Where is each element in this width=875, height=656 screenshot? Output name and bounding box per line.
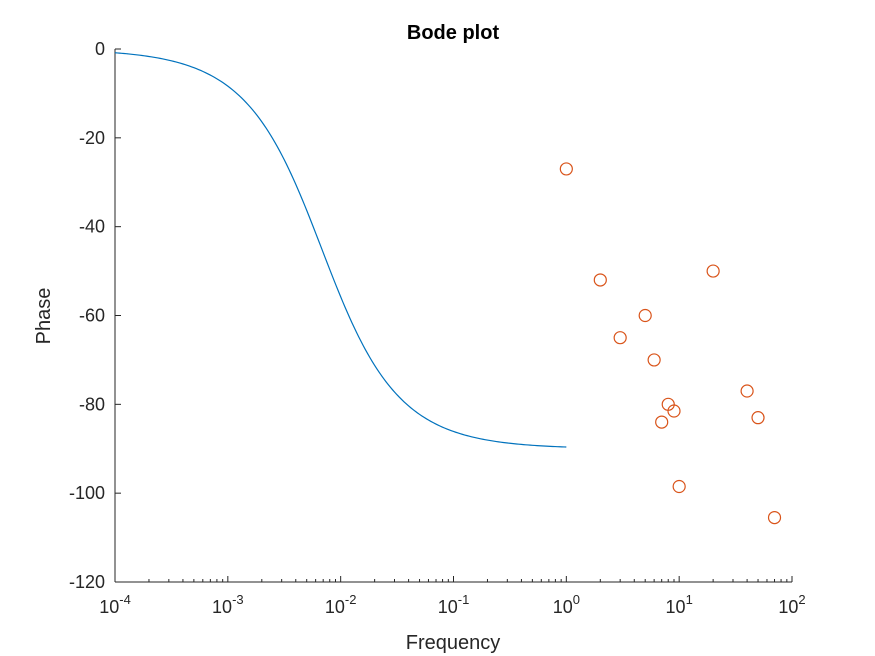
scatter-point bbox=[655, 415, 669, 429]
scatter-point bbox=[613, 331, 627, 345]
x-tick-label: 101 bbox=[666, 592, 693, 617]
y-tick-label: -120 bbox=[69, 572, 105, 592]
scatter-point bbox=[593, 273, 607, 287]
scatter-point bbox=[647, 353, 661, 367]
scatter-point bbox=[751, 411, 765, 425]
y-tick-label: 0 bbox=[95, 39, 105, 59]
scatter-point bbox=[706, 264, 720, 278]
x-axis-label: Frequency bbox=[406, 632, 501, 654]
y-tick-label: -100 bbox=[69, 483, 105, 503]
x-tick-label: 10-3 bbox=[212, 592, 244, 617]
scatter-point bbox=[559, 162, 573, 176]
x-tick-label: 102 bbox=[778, 592, 805, 617]
scatter-point bbox=[667, 404, 681, 418]
x-tick-label: 10-1 bbox=[438, 592, 470, 617]
y-tick-label: -60 bbox=[79, 306, 105, 326]
y-axis-label: Phase bbox=[33, 288, 55, 345]
y-tick-label: -80 bbox=[79, 394, 105, 414]
chart-title: Bode plot bbox=[407, 22, 500, 44]
phase-curve-line bbox=[114, 52, 567, 448]
x-tick-label: 10-2 bbox=[325, 592, 357, 617]
y-tick-label: -20 bbox=[79, 128, 105, 148]
scatter-point bbox=[672, 479, 686, 494]
scatter-point bbox=[638, 308, 652, 323]
y-tick-label: -40 bbox=[79, 217, 105, 237]
scatter-point bbox=[767, 510, 782, 525]
x-tick-label: 10-4 bbox=[99, 592, 131, 617]
x-tick-label: 100 bbox=[553, 592, 580, 617]
scatter-point bbox=[740, 384, 754, 398]
